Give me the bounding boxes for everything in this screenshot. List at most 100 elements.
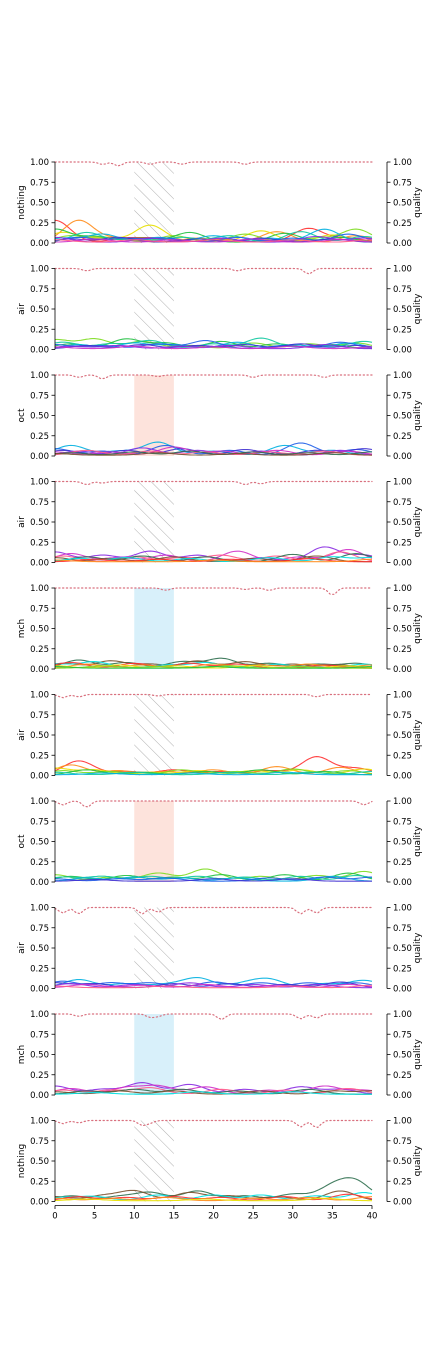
y2-tick-label: 0.75 (393, 285, 412, 295)
y2label: quality (413, 1145, 423, 1176)
y-tick-label: 0.50 (30, 199, 49, 209)
y-tick-label: 0.25 (30, 1071, 49, 1081)
y-tick-label: 0.00 (30, 985, 49, 995)
y-tick-label: 0.75 (30, 1137, 49, 1147)
y2-tick-label: 0.00 (393, 772, 412, 782)
y2-tick-label: 0.25 (393, 858, 412, 868)
y2label: quality (413, 719, 423, 750)
x-tick-label: 35 (327, 1212, 338, 1222)
quality-line (54, 374, 373, 380)
y2-tick-label: 0.25 (393, 325, 412, 335)
ylabel: air (17, 516, 27, 528)
series-line (54, 663, 373, 669)
y2-tick-label: 0.00 (393, 1091, 412, 1101)
highlight-band (134, 907, 174, 989)
series-line (55, 239, 372, 243)
x-tick-label: 10 (129, 1212, 140, 1222)
y2-tick-label: 0.75 (393, 1030, 412, 1040)
y2-tick-label: 1.00 (393, 1117, 412, 1127)
y2-tick-label: 0.50 (393, 199, 412, 209)
highlight-band (134, 481, 174, 563)
y2label: quality (413, 186, 423, 217)
y2-tick-label: 0.00 (393, 985, 412, 995)
panel-4: 0.00 0.00 0.25 0.25 0.50 0.50 0.75 0.75 1.00 1.00… (17, 478, 423, 569)
y-tick-label: 1.00 (30, 265, 49, 275)
y2-tick-label: 0.50 (393, 518, 412, 528)
y2-tick-label: 0.25 (393, 1177, 412, 1187)
quality-line (54, 161, 373, 167)
y-tick-label: 0.75 (30, 817, 49, 827)
y-tick-label: 0.50 (30, 838, 49, 848)
y2-tick-label: 0.50 (393, 731, 412, 741)
panel-7: 0.00 0.00 0.25 0.25 0.50 0.50 0.75 0.75 1.00 1.00… (17, 797, 423, 888)
series-line (54, 446, 373, 456)
y-tick-label: 0.75 (30, 1030, 49, 1040)
y2-tick-label: 0.25 (393, 538, 412, 548)
y-tick-label: 1.00 (30, 691, 49, 701)
y-tick-label: 1.00 (30, 478, 49, 488)
series-line (55, 771, 372, 776)
y-tick-label: 0.00 (30, 665, 49, 675)
ylabel: oct (17, 834, 27, 848)
y-tick-label: 0.00 (30, 772, 49, 782)
y-tick-label: 0.00 (30, 1091, 49, 1101)
ylabel: mch (17, 1045, 27, 1064)
highlight-band (134, 1120, 174, 1202)
y-tick-label: 0.00 (30, 559, 49, 569)
ylabel: mch (17, 619, 27, 638)
y-tick-label: 0.25 (30, 858, 49, 868)
series-line (55, 666, 372, 669)
series-line (54, 868, 373, 880)
panel-5: 0.00 0.00 0.25 0.25 0.50 0.50 0.75 0.75 1.00 1.00… (17, 584, 423, 675)
y-tick-label: 0.00 (30, 878, 49, 888)
panel-1: 0.00 0.00 0.25 0.25 0.50 0.50 0.75 0.75 1.00 1.00… (17, 158, 423, 249)
series-line (55, 1197, 372, 1202)
y-tick-label: 0.00 (30, 452, 49, 462)
y2-tick-label: 0.25 (393, 964, 412, 974)
y-tick-label: 0.25 (30, 964, 49, 974)
y2label: quality (413, 932, 423, 963)
y2-tick-label: 0.00 (393, 559, 412, 569)
y2-tick-label: 1.00 (393, 371, 412, 381)
y-tick-label: 1.00 (30, 797, 49, 807)
y2-tick-label: 0.75 (393, 817, 412, 827)
highlight-band (134, 375, 174, 456)
series-line (55, 1091, 372, 1095)
panel-6: 0.00 0.00 0.25 0.25 0.50 0.50 0.75 0.75 1.00 1.00… (17, 691, 423, 782)
x-tick-label: 15 (168, 1212, 179, 1222)
y2-tick-label: 0.75 (393, 178, 412, 188)
x-tick-label: 30 (287, 1212, 298, 1222)
y2-tick-label: 0.25 (393, 219, 412, 229)
panel-9: 0.00 0.00 0.25 0.25 0.50 0.50 0.75 0.75 1.00 1.00… (17, 1010, 423, 1101)
series-line (54, 980, 373, 988)
y-tick-label: 0.75 (30, 178, 49, 188)
x-tick-label: 0 (52, 1212, 57, 1222)
series-line (55, 452, 372, 456)
y-tick-label: 0.00 (30, 346, 49, 356)
y2label: quality (413, 506, 423, 537)
y-tick-label: 1.00 (30, 371, 49, 381)
quality-line (54, 480, 373, 486)
quality-line (54, 800, 373, 808)
x-tick-label: 25 (248, 1212, 259, 1222)
panel-2: 0.00 0.00 0.25 0.25 0.50 0.50 0.75 0.75 1.00 1.00… (17, 265, 423, 356)
y2-tick-label: 0.75 (393, 391, 412, 401)
y2-tick-label: 0.50 (393, 944, 412, 954)
y-tick-label: 1.00 (30, 904, 49, 914)
y-tick-label: 1.00 (30, 1010, 49, 1020)
y-tick-label: 1.00 (30, 158, 49, 168)
y-tick-label: 0.00 (30, 1198, 49, 1208)
y-tick-label: 0.25 (30, 1177, 49, 1187)
y-tick-label: 0.75 (30, 924, 49, 934)
series-line (54, 1084, 373, 1094)
y2-tick-label: 0.00 (393, 452, 412, 462)
y-tick-label: 0.50 (30, 625, 49, 635)
y-tick-label: 0.75 (30, 285, 49, 295)
panels-layer: 0.00 0.00 0.25 0.25 0.50 0.50 0.75 0.75 1.00 1.00… (17, 158, 423, 1208)
y2-tick-label: 1.00 (393, 797, 412, 807)
y-tick-label: 0.50 (30, 1157, 49, 1167)
y-tick-label: 1.00 (30, 1117, 49, 1127)
series-line (55, 770, 373, 776)
y2label: quality (413, 825, 423, 856)
y-tick-label: 0.75 (30, 604, 49, 614)
